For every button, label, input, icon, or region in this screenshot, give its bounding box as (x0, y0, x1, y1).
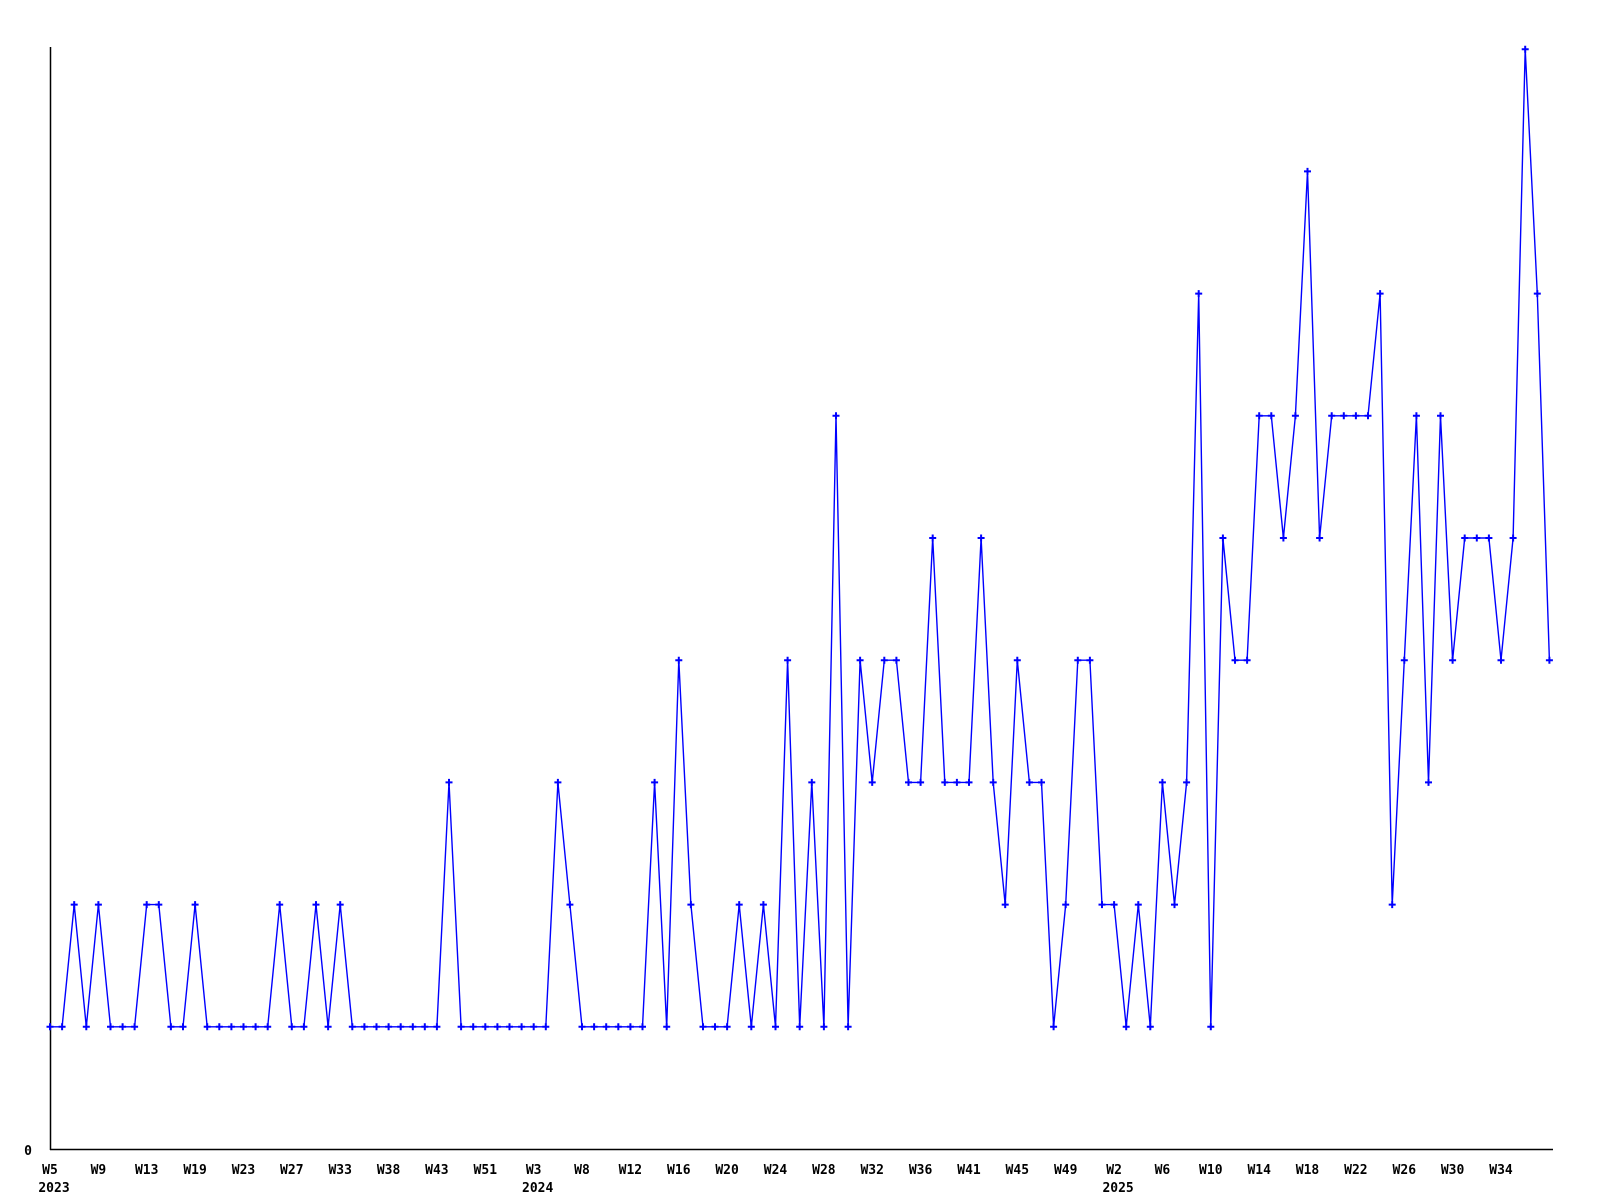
x-tick-label: W33 (328, 1163, 351, 1178)
x-tick-label: W49 (1054, 1163, 1077, 1178)
x-tick-label: W2 (1106, 1163, 1122, 1178)
x-tick-label: W5 (42, 1163, 58, 1178)
x-tick-label: W43 (425, 1163, 448, 1178)
x-tick-label: W23 (232, 1163, 255, 1178)
x-tick-label: W3 (526, 1163, 542, 1178)
x-tick-label: W41 (957, 1163, 981, 1178)
x-tick-year-label: 2024 (522, 1181, 553, 1196)
x-tick-label: W8 (574, 1163, 590, 1178)
x-tick-label: W12 (619, 1163, 642, 1178)
x-tick-label: W10 (1199, 1163, 1223, 1178)
x-tick-label: W34 (1489, 1163, 1513, 1178)
x-tick-label: W32 (860, 1163, 883, 1178)
x-tick-label: W14 (1247, 1163, 1271, 1178)
x-tick-label: W13 (135, 1163, 158, 1178)
x-tick-label: W20 (715, 1163, 739, 1178)
x-tick-label: W16 (667, 1163, 691, 1178)
data-point-marker-set (46, 45, 1553, 1031)
x-tick-label: W30 (1441, 1163, 1465, 1178)
x-tick-label: W22 (1344, 1163, 1367, 1178)
x-tick-label: W45 (1006, 1163, 1029, 1178)
x-tick-label: W19 (183, 1163, 206, 1178)
x-axis-tick-labels: W5 2023 W9 W13 W19 W23 W27 W33 W38 W43 W51 W3 2024 W8… (38, 1163, 1513, 1196)
x-tick-label: W36 (909, 1163, 933, 1178)
x-tick-label: W51 (474, 1163, 498, 1178)
y-axis-zero-label: 0 (24, 1144, 32, 1159)
x-tick-label: W24 (764, 1163, 788, 1178)
data-series-line (50, 49, 1551, 1028)
x-tick-label: W28 (812, 1163, 836, 1178)
x-tick-year-label: 2025 (1102, 1181, 1133, 1196)
x-tick-label: W38 (377, 1163, 401, 1178)
x-tick-label: W18 (1296, 1163, 1320, 1178)
x-tick-year-label: 2023 (38, 1181, 69, 1196)
x-tick-label: W9 (91, 1163, 107, 1178)
data-series (50, 49, 1551, 1028)
data-point-markers (46, 45, 1553, 1031)
x-tick-label: W27 (280, 1163, 303, 1178)
x-tick-label: W26 (1393, 1163, 1417, 1178)
x-tick-label: W6 (1155, 1163, 1171, 1178)
